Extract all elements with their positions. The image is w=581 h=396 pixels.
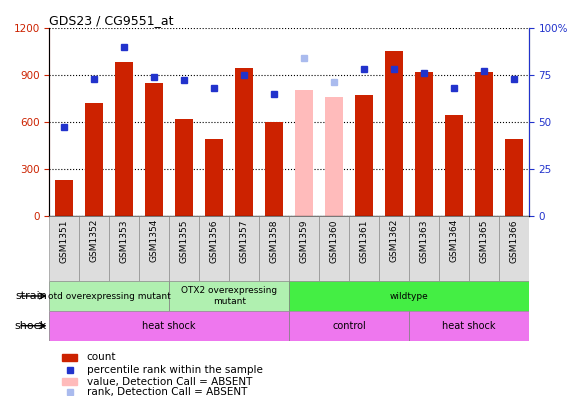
Text: GSM1352: GSM1352 [90,219,99,263]
Bar [409,216,439,281]
Bar [289,216,319,281]
Text: GSM1356: GSM1356 [210,219,218,263]
Text: GSM1364: GSM1364 [449,219,458,263]
Text: GSM1362: GSM1362 [389,219,399,263]
Text: GSM1361: GSM1361 [360,219,368,263]
Text: otd overexpressing mutant: otd overexpressing mutant [48,291,171,301]
Bar [505,139,523,216]
Bar [349,216,379,281]
Bar [139,216,169,281]
Bar [439,216,469,281]
Bar [498,216,529,281]
Text: GSM1354: GSM1354 [150,219,159,263]
Bar [62,378,77,385]
Text: GSM1363: GSM1363 [419,219,428,263]
Text: GSM1355: GSM1355 [180,219,189,263]
Bar [325,97,343,216]
Bar [229,216,259,281]
Bar [169,281,289,311]
Bar [409,311,529,341]
Bar [259,216,289,281]
Text: GSM1351: GSM1351 [60,219,69,263]
Bar [175,119,193,216]
Text: GSM1366: GSM1366 [509,219,518,263]
Bar [85,103,103,216]
Text: GSM1357: GSM1357 [239,219,249,263]
Text: count: count [87,352,116,362]
Bar [235,69,253,216]
Bar [475,72,493,216]
Bar [355,95,373,216]
Bar [62,354,77,361]
Bar [49,311,289,341]
Bar [379,216,409,281]
Text: strain: strain [15,291,47,301]
Bar [289,311,409,341]
Text: heat shock: heat shock [442,321,496,331]
Bar [145,83,163,216]
Bar [445,116,463,216]
Text: GDS23 / CG9551_at: GDS23 / CG9551_at [49,13,174,27]
Bar [109,216,139,281]
Bar [385,51,403,216]
Bar [469,216,498,281]
Bar [49,216,80,281]
Bar [49,281,169,311]
Text: heat shock: heat shock [142,321,196,331]
Bar [55,180,73,216]
Bar [80,216,109,281]
Text: wildtype: wildtype [389,291,428,301]
Bar [319,216,349,281]
Text: GSM1358: GSM1358 [270,219,278,263]
Bar [169,216,199,281]
Bar [199,216,229,281]
Bar [295,90,313,216]
Text: GSM1360: GSM1360 [329,219,339,263]
Text: OTX2 overexpressing
mutant: OTX2 overexpressing mutant [181,286,277,306]
Bar [289,281,529,311]
Text: shock: shock [15,321,47,331]
Text: GSM1359: GSM1359 [300,219,309,263]
Bar [265,122,283,216]
Bar [415,72,433,216]
Bar [205,139,223,216]
Text: percentile rank within the sample: percentile rank within the sample [87,365,263,375]
Text: control: control [332,321,366,331]
Text: rank, Detection Call = ABSENT: rank, Detection Call = ABSENT [87,387,248,396]
Text: GSM1353: GSM1353 [120,219,129,263]
Text: value, Detection Call = ABSENT: value, Detection Call = ABSENT [87,377,252,386]
Text: GSM1365: GSM1365 [479,219,488,263]
Bar [115,62,133,216]
